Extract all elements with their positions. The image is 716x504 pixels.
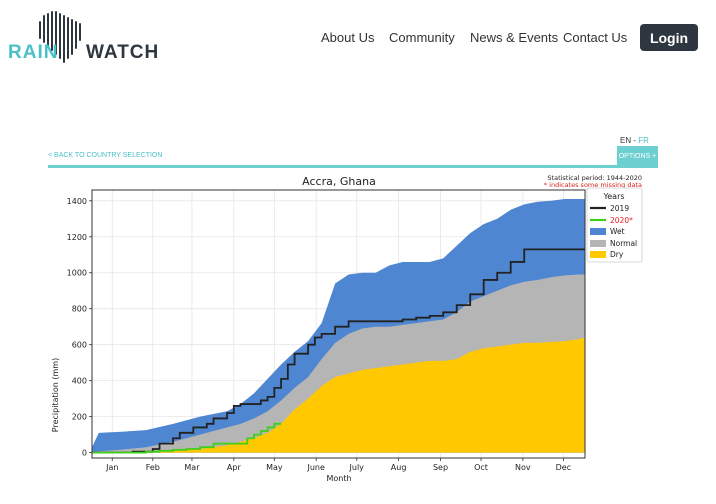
x-tick-label: June [307,463,326,472]
y-tick-label: 800 [72,305,87,314]
legend-label-2020: 2020* [610,216,633,225]
nav-community[interactable]: Community [389,30,455,45]
options-button[interactable]: OPTIONS + [617,146,658,166]
divider-line [48,165,658,168]
y-tick-label: 600 [72,341,87,350]
x-tick-label: Mar [184,463,200,472]
legend-label-normal: Normal [610,239,637,248]
x-tick-label: Feb [146,463,160,472]
x-tick-label: Nov [515,463,531,472]
missing-note: * indicates some missing data [544,181,642,189]
login-button[interactable]: Login [640,24,698,51]
language-switcher: EN - FR [620,136,649,145]
lang-fr[interactable]: FR [638,136,649,145]
back-to-country-link[interactable]: < BACK TO COUNTRY SELECTION [48,152,163,159]
legend-label-wet: Wet [610,227,625,236]
x-tick-label: Sep [433,463,448,472]
x-tick-label: July [349,463,365,472]
rain-logo-icon [39,11,81,63]
legend-swatch-normal [590,240,606,247]
y-axis-label: Precipitation (mm) [51,358,60,432]
y-tick-label: 200 [72,413,87,422]
y-tick-label: 1000 [67,269,87,278]
nav-contact-us[interactable]: Contact Us [563,30,628,45]
lang-en[interactable]: EN [620,136,632,145]
y-tick-label: 1200 [67,233,87,242]
x-axis-label: Month [326,474,351,483]
line-2019 [92,248,585,454]
logo-rain-text: RAIN [8,42,59,63]
y-tick-label: 0 [82,449,87,458]
dry-area [92,337,585,453]
x-tick-label: Apr [227,463,242,472]
legend-label-2019: 2019 [610,204,629,213]
chart-title: Accra, Ghana [302,175,376,188]
nav-news-events[interactable]: News & Events [470,30,559,45]
nav-about-us[interactable]: About Us [321,30,375,45]
y-tick-label: 1400 [67,197,87,206]
y-tick-label: 400 [72,377,87,386]
logo-watch-text: WATCH [86,42,160,63]
legend-label-dry: Dry [610,250,624,259]
legend-swatch-dry [590,251,606,258]
logo[interactable]: RAIN WATCH [8,8,158,70]
line-2020 [92,422,282,454]
lang-separator: - [633,136,637,145]
stat-period: Statistical period: 1944-2020 [547,174,642,182]
legend-title: Years [602,192,624,201]
x-tick-label: Jan [105,463,118,472]
x-tick-label: May [266,463,283,472]
precipitation-chart: Accra, Ghana Statistical period: 1944-20… [51,174,643,483]
chart-legend: Years 2019 2020* Wet Normal Dry [586,187,643,263]
legend-swatch-wet [590,228,606,235]
x-tick-label: Dec [556,463,571,472]
x-tick-label: Aug [391,463,407,472]
x-tick-label: Oct [474,463,488,472]
